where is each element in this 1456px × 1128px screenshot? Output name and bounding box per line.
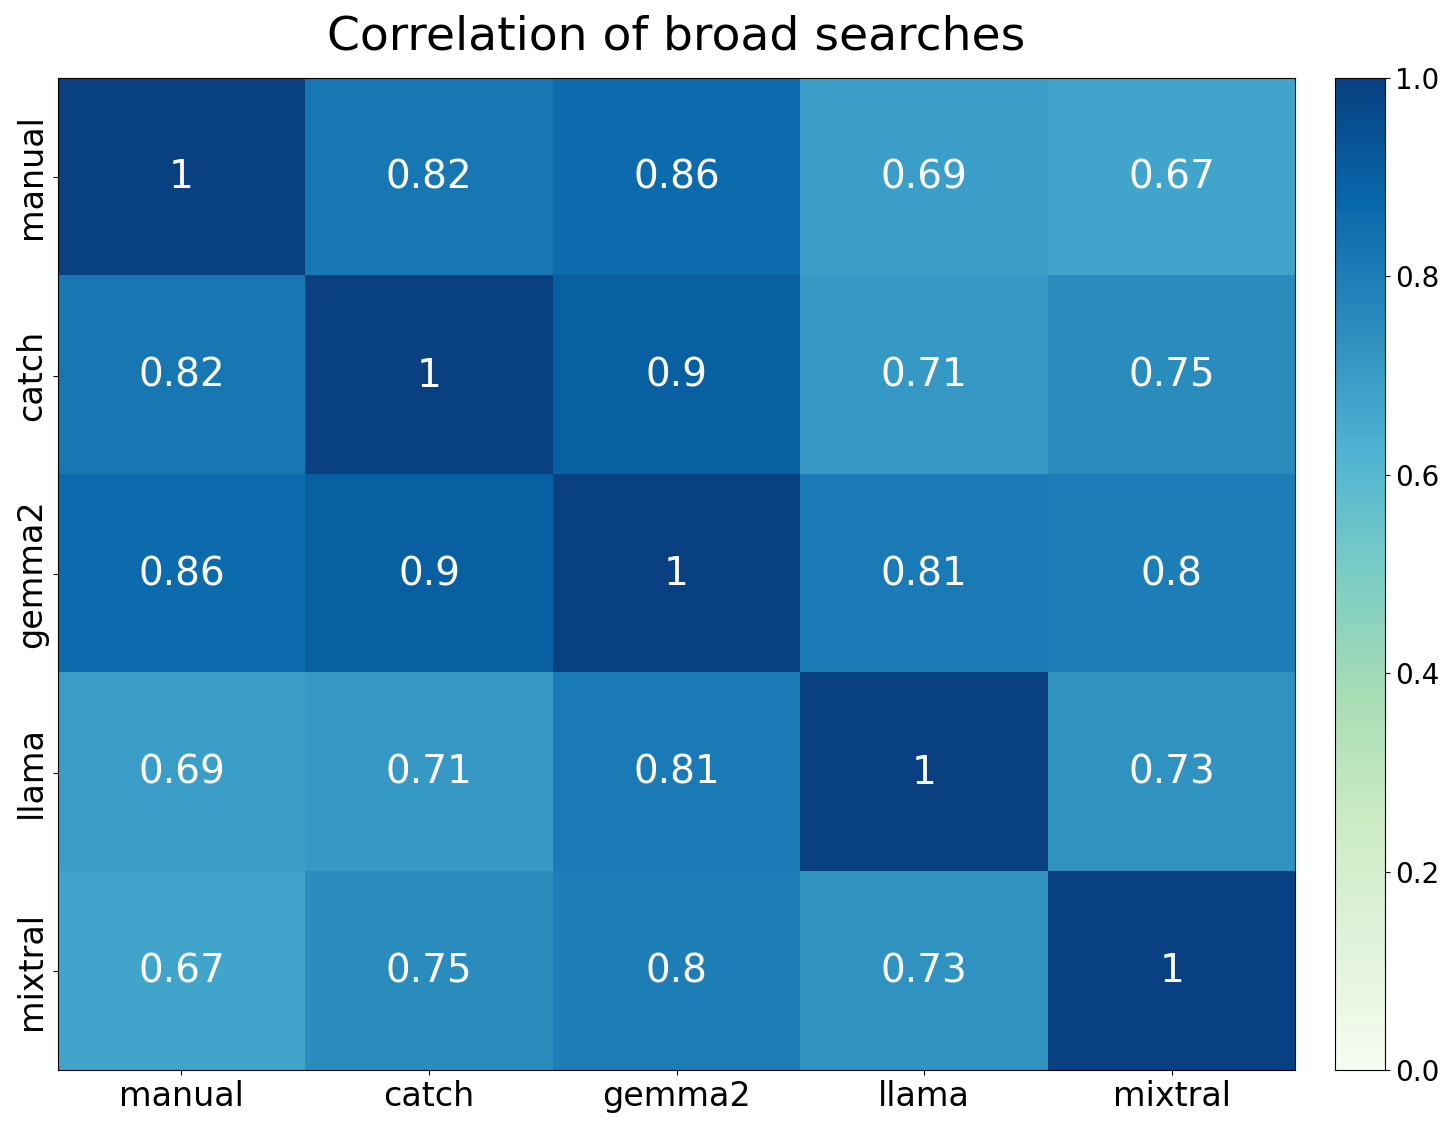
Text: 1: 1: [169, 158, 194, 196]
Title: Correlation of broad searches: Correlation of broad searches: [328, 15, 1025, 60]
Text: 0.8: 0.8: [1140, 555, 1203, 593]
Text: 0.81: 0.81: [881, 555, 967, 593]
Text: 1: 1: [1159, 952, 1184, 990]
Text: 0.8: 0.8: [645, 952, 708, 990]
Text: 0.9: 0.9: [645, 356, 708, 395]
Text: 0.9: 0.9: [397, 555, 460, 593]
Text: 0.82: 0.82: [138, 356, 224, 395]
Text: 0.75: 0.75: [386, 952, 472, 990]
Text: 0.82: 0.82: [386, 158, 472, 196]
Text: 0.75: 0.75: [1128, 356, 1214, 395]
Text: 0.67: 0.67: [1128, 158, 1216, 196]
Text: 1: 1: [911, 754, 936, 792]
Text: 0.73: 0.73: [1128, 754, 1216, 792]
Text: 0.71: 0.71: [386, 754, 473, 792]
Text: 0.73: 0.73: [881, 952, 967, 990]
Text: 0.86: 0.86: [138, 555, 224, 593]
Text: 0.86: 0.86: [633, 158, 719, 196]
Text: 0.67: 0.67: [138, 952, 224, 990]
Text: 0.69: 0.69: [881, 158, 968, 196]
Text: 0.69: 0.69: [138, 754, 224, 792]
Text: 0.71: 0.71: [881, 356, 968, 395]
Text: 0.81: 0.81: [633, 754, 719, 792]
Text: 1: 1: [664, 555, 689, 593]
Text: 1: 1: [416, 356, 441, 395]
